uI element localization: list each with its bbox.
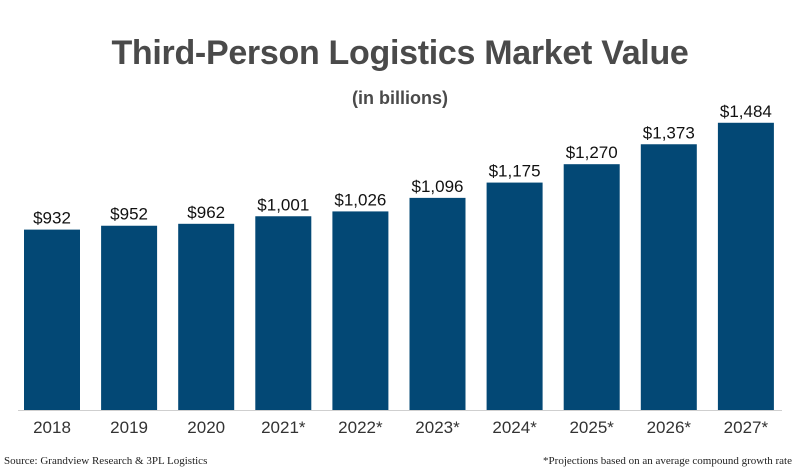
x-tick-label: 2027* xyxy=(724,418,769,437)
x-tick-label: 2026* xyxy=(647,418,692,437)
bar-2025 xyxy=(563,164,620,410)
chart-title: Third-Person Logistics Market Value xyxy=(111,34,689,72)
bar-2019 xyxy=(101,225,158,410)
x-tick-label: 2020 xyxy=(187,418,225,437)
value-label: $1,096 xyxy=(412,177,464,196)
bar-2022 xyxy=(332,211,389,410)
value-label: $952 xyxy=(110,205,148,224)
value-label: $932 xyxy=(33,209,71,228)
value-label: $1,175 xyxy=(489,162,541,181)
bar-2024 xyxy=(486,182,543,410)
value-label: $962 xyxy=(187,203,225,222)
bar-2027 xyxy=(717,122,774,410)
bar-2018 xyxy=(24,229,80,410)
x-tick-label: 2023* xyxy=(415,418,460,437)
projection-note: *Projections based on an average compoun… xyxy=(543,455,792,467)
bar-2026 xyxy=(640,144,697,411)
x-tick-label: 2024* xyxy=(492,418,537,437)
bar-2023 xyxy=(409,197,466,410)
x-tick-label: 2018 xyxy=(33,418,71,437)
bar-2021 xyxy=(255,216,312,410)
value-label: $1,001 xyxy=(257,195,309,214)
value-label: $1,026 xyxy=(334,190,386,209)
value-label: $1,373 xyxy=(643,123,695,142)
x-tick-label: 2019 xyxy=(110,418,148,437)
x-tick-label: 2025* xyxy=(569,418,614,437)
value-label: $1,270 xyxy=(566,143,618,162)
x-tick-label: 2022* xyxy=(338,418,383,437)
chart-subtitle: (in billions) xyxy=(352,88,448,108)
value-label: $1,484 xyxy=(720,102,772,121)
bar-2020 xyxy=(178,223,235,410)
x-tick-label: 2021* xyxy=(261,418,306,437)
source-note: Source: Grandview Research & 3PL Logisti… xyxy=(4,455,208,467)
